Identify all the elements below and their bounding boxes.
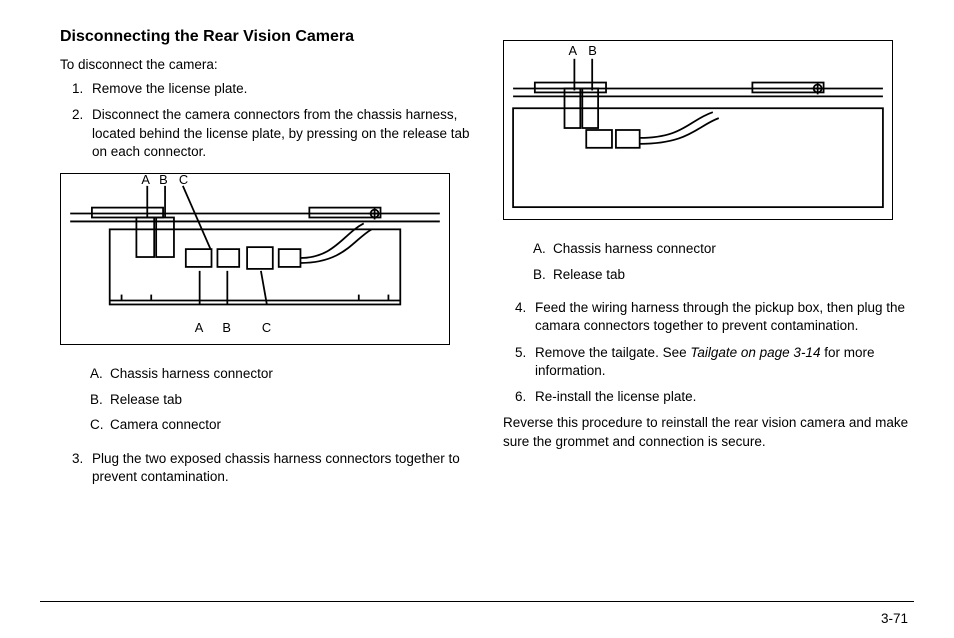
step-text: Re-install the license plate. [535, 389, 696, 404]
steps-list-1: 1. Remove the license plate. 2. Disconne… [60, 80, 471, 161]
fig2-label-b: B [588, 43, 597, 58]
steps-list-1b: 3. Plug the two exposed chassis harness … [60, 450, 471, 486]
figure-2: A B [503, 40, 893, 220]
step-item: 2. Disconnect the camera connectors from… [78, 106, 471, 161]
figure-1-legend: A. Chassis harness connector B. Release … [60, 363, 471, 436]
section-heading: Disconnecting the Rear Vision Camera [60, 28, 471, 46]
legend-item: A. Chassis harness connector [533, 238, 914, 260]
fig1-label-top-c: C [179, 173, 188, 187]
manual-page: Disconnecting the Rear Vision Camera To … [0, 0, 954, 638]
step-item: 5. Remove the tailgate. See Tailgate on … [521, 344, 914, 380]
legend-item: A. Chassis harness connector [90, 363, 471, 385]
fig2-label-a: A [568, 43, 577, 58]
step-number: 5. [515, 344, 526, 362]
step-text: Disconnect the camera connectors from th… [92, 107, 470, 158]
legend-item: C. Camera connector [90, 414, 471, 436]
closing-paragraph: Reverse this procedure to reinstall the … [503, 414, 914, 450]
fig1-label-top-b: B [159, 173, 168, 187]
legend-letter: A. [90, 363, 103, 385]
figure-1: A B C A B C [60, 173, 450, 345]
step-text: Remove the license plate. [92, 81, 247, 96]
step-text-before: Remove the tailgate. See [535, 345, 690, 360]
footer-rule [40, 601, 914, 602]
legend-letter: C. [90, 414, 104, 436]
page-number: 3-71 [881, 611, 908, 626]
legend-text: Chassis harness connector [553, 241, 716, 256]
step-number: 2. [72, 106, 83, 124]
step-number: 3. [72, 450, 83, 468]
cross-reference: Tailgate on page 3-14 [690, 345, 820, 360]
figure-2-legend: A. Chassis harness connector B. Release … [503, 238, 914, 285]
legend-text: Chassis harness connector [110, 366, 273, 381]
legend-letter: B. [90, 389, 103, 411]
left-column: Disconnecting the Rear Vision Camera To … [60, 28, 471, 588]
step-number: 4. [515, 299, 526, 317]
legend-letter: A. [533, 238, 546, 260]
fig1-label-bot-c: C [262, 320, 271, 335]
step-item: 3. Plug the two exposed chassis harness … [78, 450, 471, 486]
step-item: 1. Remove the license plate. [78, 80, 471, 98]
step-item: 4. Feed the wiring harness through the p… [521, 299, 914, 335]
legend-text: Camera connector [110, 417, 221, 432]
step-text: Feed the wiring harness through the pick… [535, 300, 905, 333]
legend-letter: B. [533, 264, 546, 286]
two-column-layout: Disconnecting the Rear Vision Camera To … [60, 28, 914, 588]
intro-text: To disconnect the camera: [60, 56, 471, 74]
legend-text: Release tab [110, 392, 182, 407]
right-column: A B A. Chassis harness connector B. Rele… [503, 28, 914, 588]
legend-text: Release tab [553, 267, 625, 282]
steps-list-2: 4. Feed the wiring harness through the p… [503, 299, 914, 406]
step-number: 1. [72, 80, 83, 98]
fig1-label-top-a: A [141, 173, 150, 187]
fig1-label-bot-a: A [195, 320, 204, 335]
fig1-label-bot-b: B [222, 320, 231, 335]
step-number: 6. [515, 388, 526, 406]
step-text: Plug the two exposed chassis harness con… [92, 451, 460, 484]
legend-item: B. Release tab [90, 389, 471, 411]
legend-item: B. Release tab [533, 264, 914, 286]
step-item: 6. Re-install the license plate. [521, 388, 914, 406]
